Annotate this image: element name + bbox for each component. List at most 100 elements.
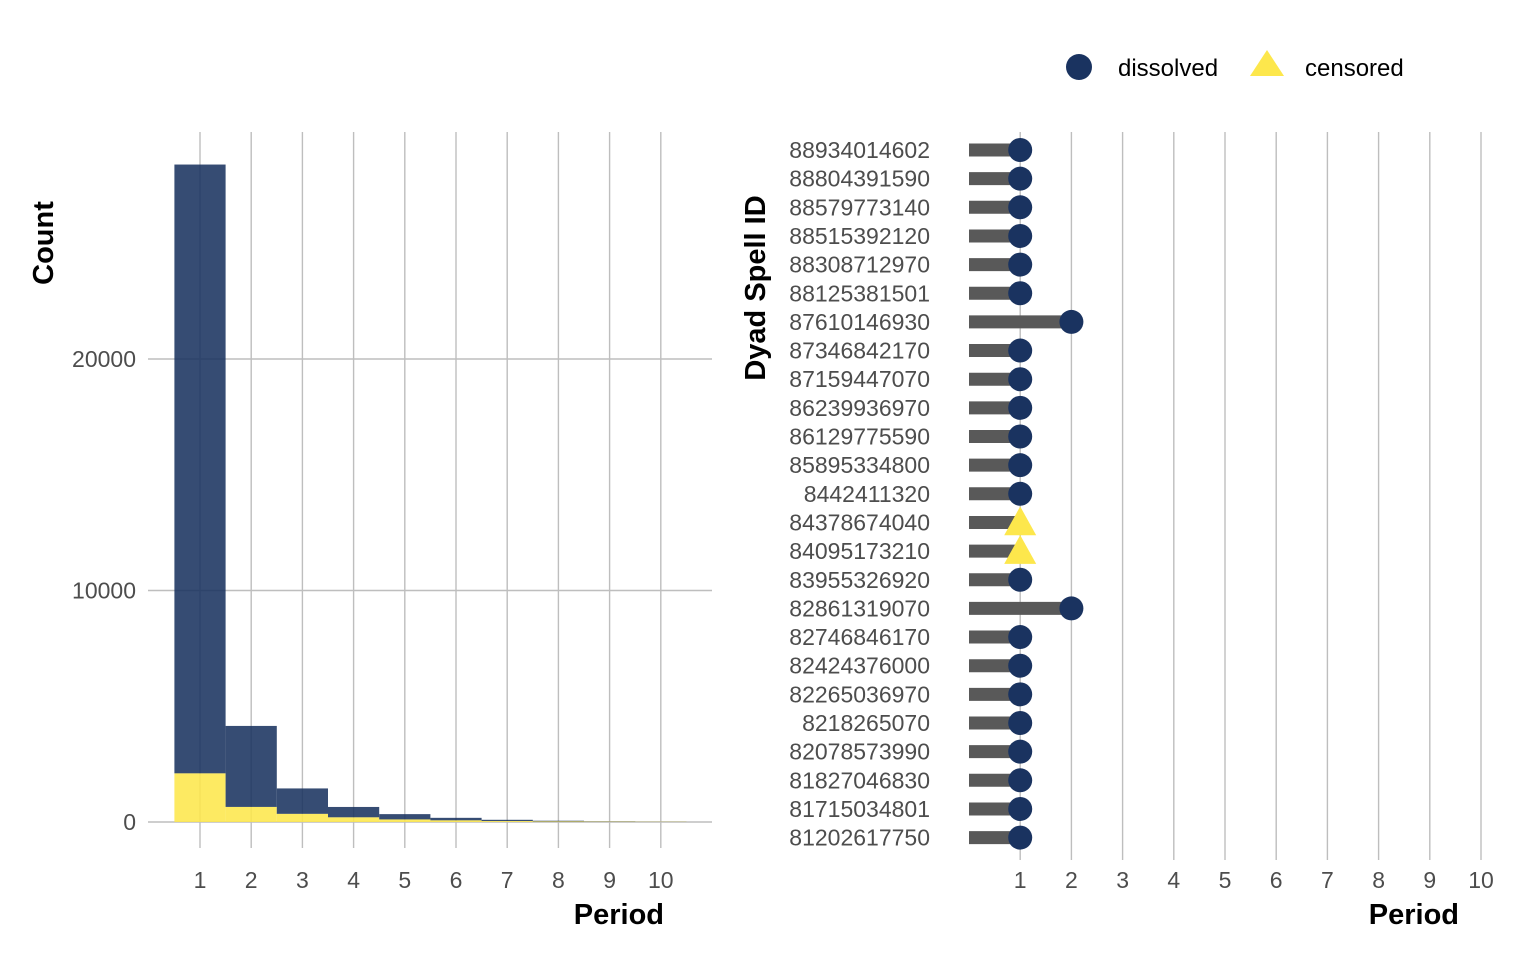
lolli-y-tick-label: 84095173210 — [789, 538, 930, 564]
dissolved-marker — [1008, 567, 1033, 592]
legend-dissolved-label: dissolved — [1118, 55, 1218, 82]
censored-marker — [1004, 506, 1037, 536]
dissolved-marker — [1008, 453, 1033, 478]
bar-censored — [174, 773, 226, 822]
hist-x-tick-label: 8 — [552, 867, 565, 893]
lolli-x-tick-label: 8 — [1372, 867, 1385, 893]
dissolved-marker — [1008, 711, 1033, 735]
lolli-x-tick-label: 5 — [1219, 867, 1232, 893]
dissolved-marker — [1059, 309, 1084, 334]
bar-dissolved — [328, 806, 380, 818]
lolli-y-tick-label: 88125381501 — [789, 280, 930, 306]
hist-x-tick-label: 5 — [398, 867, 411, 893]
legend-censored-label: censored — [1305, 55, 1404, 82]
lolli-y-tick-label: 82078573990 — [789, 739, 930, 765]
dissolved-marker — [1008, 481, 1033, 506]
dissolved-marker — [1008, 252, 1033, 277]
dissolved-marker — [1008, 195, 1033, 220]
dissolved-marker — [1008, 739, 1033, 764]
lolli-y-tick-label: 88579773140 — [789, 194, 930, 220]
dissolved-marker — [1008, 796, 1033, 821]
hist-x-axis-title: Period — [574, 899, 664, 931]
bar-censored — [481, 821, 533, 822]
bar-dissolved — [174, 164, 226, 774]
lolli-y-tick-label: 85895334800 — [789, 452, 930, 478]
hist-x-tick-label: 9 — [603, 867, 616, 893]
lolli-x-tick-label: 6 — [1270, 867, 1283, 893]
lolli-x-axis-title: Period — [1369, 899, 1459, 931]
dissolved-marker — [1008, 367, 1033, 392]
lolli-x-tick-label: 10 — [1468, 867, 1494, 893]
legend-censored-icon — [1250, 50, 1284, 76]
bar-censored — [225, 806, 277, 822]
bar-dissolved — [276, 788, 328, 814]
bar-censored — [276, 813, 328, 822]
bar-dissolved — [430, 817, 482, 821]
lolli-x-tick-label: 2 — [1065, 867, 1078, 893]
dissolved-marker — [1059, 596, 1084, 621]
dissolved-marker — [1008, 625, 1033, 650]
lolli-y-tick-label: 81202617750 — [789, 825, 930, 851]
censored-marker — [1004, 535, 1037, 564]
bar-censored — [532, 821, 584, 822]
bar-dissolved — [532, 820, 584, 822]
legend: dissolved censored — [1066, 50, 1404, 82]
histogram-panel: 1 2 3 4 5 6 7 8 9 10 0 10000 20000 Period Count — [28, 132, 712, 931]
bar-censored — [430, 820, 482, 822]
bar-dissolved — [379, 814, 431, 820]
dissolved-marker — [1008, 825, 1033, 850]
hist-x-tick-label: 6 — [450, 867, 463, 893]
dissolved-marker — [1008, 223, 1033, 248]
lolli-x-tick-label: 9 — [1423, 867, 1436, 893]
lolli-y-tick-label: 82861319070 — [789, 595, 930, 621]
lolli-y-tick-label: 81827046830 — [789, 767, 930, 793]
lolli-y-axis-title: Dyad Spell ID — [740, 195, 772, 380]
lolli-y-tick-label: 87610146930 — [789, 309, 930, 335]
dissolved-marker — [1008, 338, 1033, 363]
dissolved-marker — [1008, 653, 1033, 678]
lolli-y-tick-label: 8442411320 — [804, 481, 930, 507]
hist-x-tick-label: 4 — [347, 867, 360, 893]
lolli-y-tick-label: 86239936970 — [789, 395, 930, 421]
dissolved-marker — [1008, 138, 1033, 162]
lolli-y-tick-label: 8218265070 — [802, 710, 930, 736]
dissolved-marker — [1008, 768, 1033, 793]
dissolved-marker — [1008, 281, 1033, 306]
lolli-y-tick-label: 86129775590 — [789, 424, 930, 450]
hist-x-tick-label: 7 — [501, 867, 514, 893]
lolli-y-tick-label: 87346842170 — [789, 338, 930, 364]
dissolved-marker — [1008, 395, 1033, 420]
lolli-x-tick-label: 1 — [1014, 867, 1027, 893]
bar-censored — [379, 819, 431, 822]
lolli-y-tick-label: 88308712970 — [789, 252, 930, 278]
bar-censored — [328, 817, 380, 822]
lolli-y-tick-label: 82424376000 — [789, 653, 930, 679]
hist-y-tick-label: 20000 — [72, 346, 136, 372]
bar-dissolved — [481, 819, 533, 822]
hist-x-tick-label: 3 — [296, 867, 309, 893]
dissolved-marker — [1008, 424, 1033, 449]
lolli-y-tick-label: 87159447070 — [789, 366, 930, 392]
lolli-y-tick-label: 83955326920 — [789, 567, 930, 593]
lolli-x-tick-label: 7 — [1321, 867, 1334, 893]
hist-y-tick-label: 0 — [123, 809, 136, 835]
lolli-x-tick-label: 4 — [1167, 867, 1180, 893]
lolli-y-tick-label: 88804391590 — [789, 166, 930, 192]
lolli-x-tick-label: 3 — [1116, 867, 1129, 893]
hist-y-axis-title: Count — [28, 201, 60, 285]
dissolved-marker — [1008, 166, 1033, 191]
lolli-y-tick-label: 82265036970 — [789, 681, 930, 707]
lolli-y-tick-label: 88934014602 — [789, 137, 930, 163]
lolli-y-tick-label: 82746846170 — [789, 624, 930, 650]
lolli-y-tick-label: 84378674040 — [789, 509, 930, 535]
hist-y-tick-label: 10000 — [72, 578, 136, 604]
hist-x-tick-label: 10 — [648, 867, 674, 893]
dissolved-marker — [1008, 682, 1033, 707]
hist-x-tick-label: 1 — [194, 867, 207, 893]
lolli-y-tick-label: 81715034801 — [789, 796, 930, 822]
bar-dissolved — [225, 725, 277, 807]
hist-x-tick-label: 2 — [245, 867, 258, 893]
lolli-y-tick-label: 88515392120 — [789, 223, 930, 249]
